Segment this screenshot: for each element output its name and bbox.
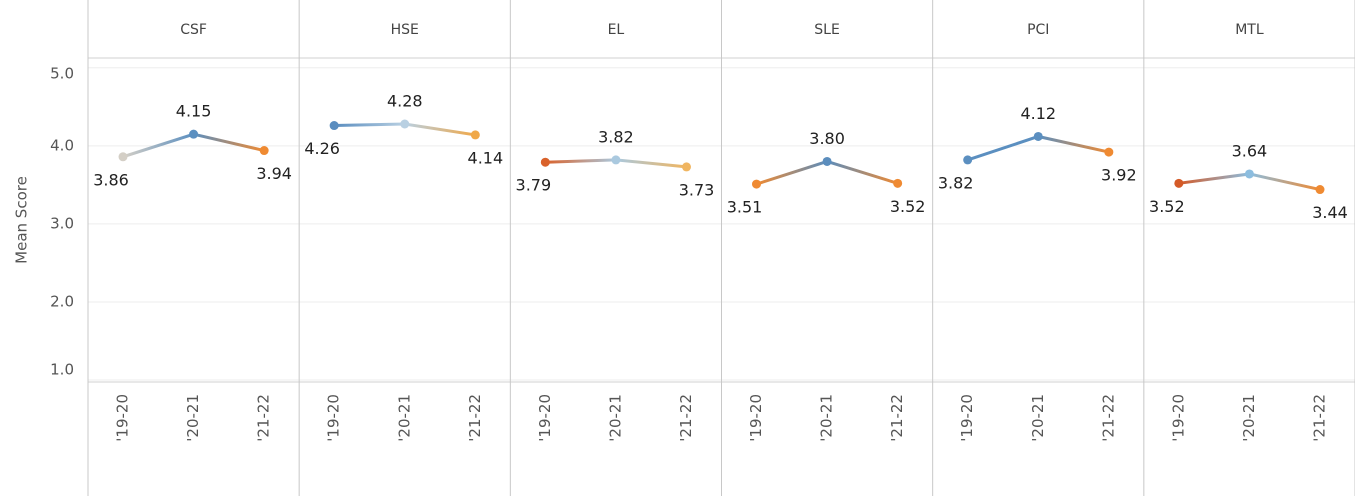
- y-tick-label: 3.0: [50, 214, 74, 232]
- value-label: 3.44: [1312, 203, 1348, 222]
- point: [963, 155, 973, 165]
- y-axis-label: Mean Score: [13, 176, 31, 264]
- point: [611, 155, 621, 165]
- point: [822, 156, 832, 166]
- value-label: 4.12: [1020, 104, 1056, 123]
- value-label: 4.14: [468, 148, 504, 167]
- x-tick-label: '20-21: [184, 394, 202, 442]
- x-tick-label: '20-21: [1240, 394, 1258, 442]
- point: [1244, 169, 1254, 179]
- y-tick-label: 5.0: [50, 65, 74, 83]
- value-label: 4.28: [387, 92, 423, 111]
- x-tick-label: '21-22: [255, 394, 273, 442]
- y-tick-label: 4.0: [50, 136, 74, 154]
- value-label: 3.79: [516, 176, 552, 195]
- point: [540, 157, 550, 167]
- panel-title: PCI: [1027, 22, 1049, 38]
- point: [329, 121, 339, 131]
- x-tick-label: '21-22: [677, 394, 695, 442]
- value-label: 3.92: [1101, 166, 1137, 185]
- panel-title: SLE: [814, 22, 840, 38]
- panel-title: EL: [608, 22, 625, 38]
- point: [259, 146, 269, 156]
- value-label: 4.15: [176, 102, 212, 121]
- value-label: 4.26: [304, 139, 340, 158]
- point: [470, 130, 480, 140]
- point: [1104, 147, 1114, 157]
- x-tick-label: '21-22: [1311, 394, 1329, 442]
- panel-title: CSF: [180, 22, 207, 38]
- x-tick-label: '20-21: [395, 394, 413, 442]
- x-tick-label: '19-20: [114, 394, 132, 442]
- x-tick-label: '21-22: [466, 394, 484, 442]
- panel-title: MTL: [1235, 22, 1264, 38]
- panel-title: HSE: [391, 22, 419, 38]
- point: [893, 178, 903, 188]
- x-tick-label: '20-21: [606, 394, 624, 442]
- point: [189, 129, 199, 139]
- value-label: 3.82: [938, 173, 974, 192]
- x-tick-label: '19-20: [958, 394, 976, 442]
- point: [1174, 178, 1184, 188]
- point: [752, 179, 761, 189]
- point: [682, 162, 691, 172]
- x-tick-label: '19-20: [536, 394, 554, 442]
- x-tick-label: '21-22: [888, 394, 906, 442]
- value-label: 3.94: [256, 164, 292, 183]
- point: [118, 152, 128, 162]
- x-tick-label: '20-21: [818, 394, 836, 442]
- x-tick-label: '19-20: [1169, 394, 1187, 442]
- point: [400, 119, 410, 129]
- value-label: 3.82: [598, 127, 634, 146]
- point: [1033, 131, 1043, 141]
- value-label: 3.64: [1232, 141, 1268, 160]
- value-label: 3.51: [727, 198, 763, 217]
- x-tick-label: '19-20: [325, 394, 343, 442]
- x-tick-label: '21-22: [1099, 394, 1117, 442]
- value-label: 3.52: [890, 197, 926, 216]
- value-label: 3.73: [679, 180, 715, 199]
- x-tick-label: '20-21: [1029, 394, 1047, 442]
- x-tick-label: '19-20: [747, 394, 765, 442]
- point: [1315, 185, 1325, 195]
- y-tick-label: 1.0: [50, 361, 74, 379]
- value-label: 3.80: [809, 129, 845, 148]
- value-label: 3.86: [93, 170, 129, 189]
- value-label: 3.52: [1149, 197, 1185, 216]
- y-tick-label: 2.0: [50, 292, 74, 310]
